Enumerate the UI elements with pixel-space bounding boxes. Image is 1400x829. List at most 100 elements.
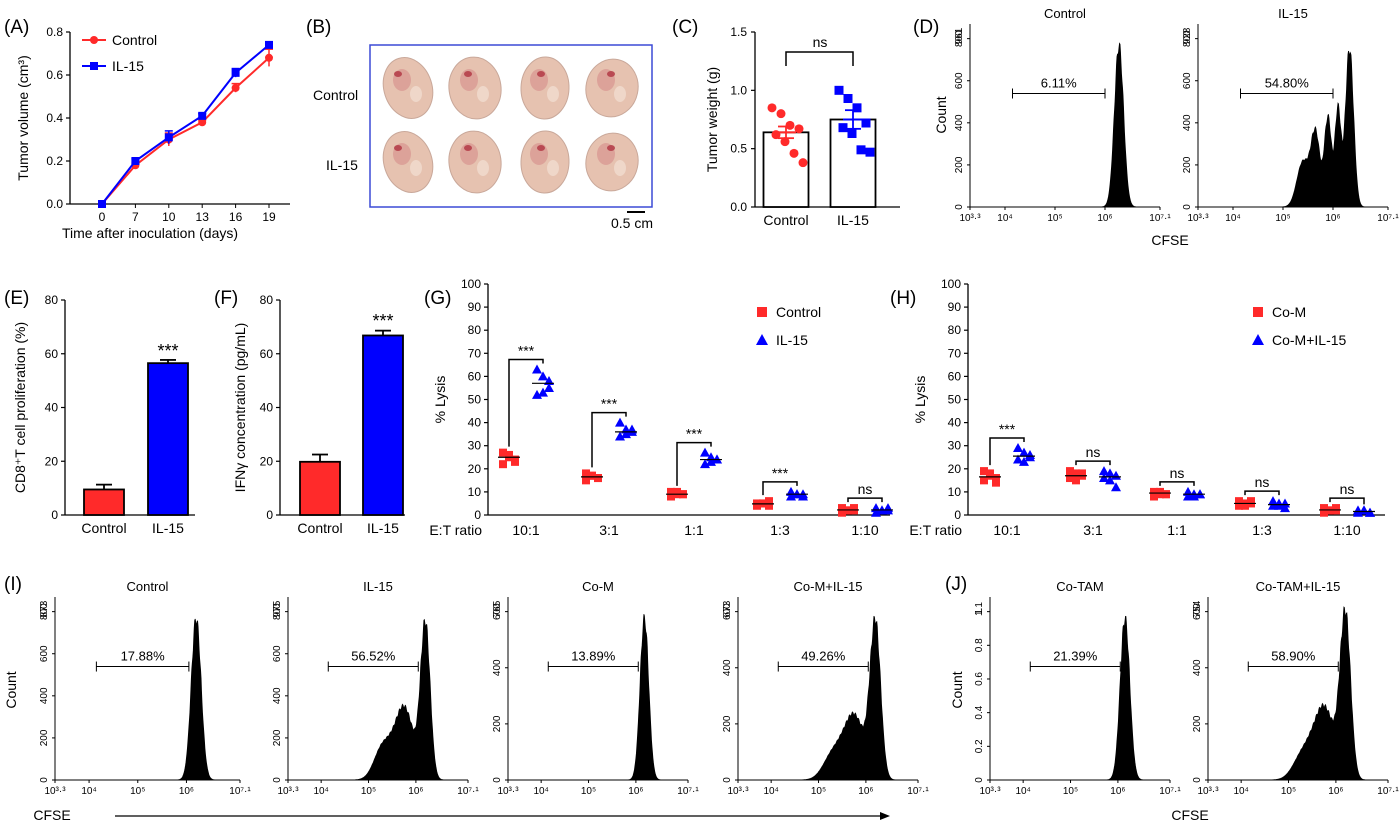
tumor-highlight — [410, 160, 422, 176]
c-point — [767, 103, 777, 113]
i-hist-3-x-tick-label: 10⁴ — [763, 786, 778, 797]
d-hist-1-y-tick-label: 200 — [1182, 156, 1193, 173]
a-point — [231, 83, 240, 92]
tumor-highlight — [547, 86, 559, 102]
g-significance-bracket — [847, 497, 883, 503]
g-significance-bracket — [508, 358, 544, 447]
tumor-highlight — [477, 160, 489, 176]
h-significance-label: ns — [1255, 474, 1270, 490]
f-bar — [299, 460, 341, 516]
h-point — [1162, 490, 1170, 499]
h-point — [1072, 469, 1080, 478]
i-hist-3-title: Co-M+IL-15 — [794, 579, 863, 594]
d-hist-1-y-tick-label: 400 — [1182, 114, 1193, 131]
a-legend-label: Control — [112, 32, 157, 48]
g-point — [621, 429, 631, 439]
h-point — [1189, 491, 1199, 501]
i-hist-0-y-tick-label: 600 — [39, 645, 50, 662]
c-point — [852, 103, 862, 113]
h-significance-bracket — [1329, 497, 1365, 505]
a-legend-marker — [90, 36, 98, 44]
c-point — [785, 120, 795, 130]
tumor-vessel — [394, 71, 402, 77]
h-point — [1280, 503, 1290, 513]
tumor-highlight — [614, 86, 626, 102]
j-hist-0-x-tick-label: 10³·³ — [979, 786, 1001, 797]
g-point — [582, 476, 590, 485]
h-significance-bracket — [1075, 460, 1111, 466]
g-point — [838, 504, 846, 513]
c-y-tick-label: 1.0 — [730, 83, 747, 97]
h-y-tick-label: 30 — [948, 439, 962, 453]
e-y-tick-label: 60 — [45, 347, 59, 361]
i-hist-1-gate-label: 56.52% — [351, 649, 396, 664]
i-hist-3-distribution — [799, 615, 911, 781]
j-hist-1-x-tick-label: 10³·³ — [1197, 786, 1219, 797]
tumor-vessel — [394, 145, 402, 151]
i-hist-1-y-tick-label: 200 — [272, 729, 283, 746]
g-point — [838, 508, 846, 517]
h-point — [992, 474, 1000, 483]
panel-e-bar-chart: 0 20 40 60 80 CD8⁺T cell proliferation (%) Con… — [12, 293, 195, 536]
g-point — [615, 431, 625, 441]
f-y-tick-label: 40 — [260, 401, 274, 415]
h-point — [1365, 507, 1375, 517]
i-hist-0-gate-label: 17.88% — [121, 649, 166, 664]
g-point — [538, 387, 548, 397]
h-y-axis-label: % Lysis — [912, 376, 928, 424]
h-point — [1099, 473, 1109, 483]
h-y-tick-label: 50 — [948, 393, 962, 407]
i-hist-3-x-tick-label: 10³·³ — [727, 786, 749, 797]
i-hist-1-x-tick-label: 10⁴ — [313, 786, 328, 797]
g-point — [673, 487, 681, 496]
h-point — [1066, 467, 1074, 476]
tumor-highlight — [410, 86, 422, 102]
panel-a-line-chart: 0.0 0.2 0.4 0.6 0.8 0 7 10 13 16 19 Time after inoc… — [15, 25, 290, 241]
g-significance-bracket — [676, 441, 712, 486]
g-point — [511, 457, 519, 466]
g-x-tick-label: 3:1 — [599, 522, 619, 538]
tumor-highlight — [477, 86, 489, 102]
h-point — [1332, 504, 1340, 513]
i-hist-1-x-tick-label: 10⁷·¹ — [457, 786, 479, 797]
c-point — [789, 148, 799, 158]
g-y-tick-label: 100 — [461, 277, 481, 291]
i-hist-3-y-tick-label: 0 — [722, 777, 733, 783]
g-point — [532, 364, 542, 374]
g-point — [594, 474, 602, 483]
f-y-tick-label: 20 — [260, 454, 274, 468]
j-hist-0-gate-label: 21.39% — [1053, 649, 1098, 664]
h-point — [1235, 501, 1243, 510]
j-hist-0-title: Co-TAM — [1056, 579, 1103, 594]
h-point — [1150, 492, 1158, 501]
g-point — [544, 382, 554, 392]
d-hist-0-y-max-label: 961 — [954, 27, 965, 44]
j-hist-1-y-tick-label: 0 — [1192, 777, 1203, 783]
g-legend-marker — [756, 334, 768, 345]
d-hist-1-y-tick-label: 0 — [1182, 204, 1193, 210]
h-significance-label: ns — [1170, 465, 1185, 481]
panel-letter-c: (C) — [672, 17, 698, 38]
j-hist-1-x-tick-label: 10⁶ — [1328, 786, 1343, 797]
d-hist-0-distribution — [1035, 42, 1153, 208]
a-x-tick-label: 10 — [162, 210, 176, 224]
c-y-tick-label: 0.0 — [730, 200, 747, 214]
panel-letter-a: (A) — [4, 17, 29, 38]
d-hist-1-title: IL-15 — [1278, 6, 1308, 21]
d-hist-0-y-tick-label: 0 — [954, 204, 965, 210]
g-point — [582, 469, 590, 478]
cfse-arrow-head — [880, 812, 890, 820]
d-hist-1-y-tick-label: 600 — [1182, 72, 1193, 89]
f-x-tick-label: IL-15 — [367, 520, 399, 536]
tumor-vessel — [607, 71, 615, 77]
c-point — [865, 147, 875, 157]
tumor-vessel — [464, 71, 472, 77]
j-hist-0-y-tick-label: 0.2 — [974, 739, 985, 753]
i-hist-3-x-tick-label: 10⁷·¹ — [907, 786, 929, 797]
j-hist-0-y-tick-label: 1 — [974, 608, 985, 614]
h-point — [1066, 474, 1074, 483]
d-hist-0-x-tick-label: 10⁶ — [1097, 213, 1112, 224]
h-legend-label: Co-M+IL-15 — [1272, 332, 1347, 348]
i-hist-2-x-tick-label: 10³·³ — [497, 786, 519, 797]
a-point — [98, 200, 106, 208]
